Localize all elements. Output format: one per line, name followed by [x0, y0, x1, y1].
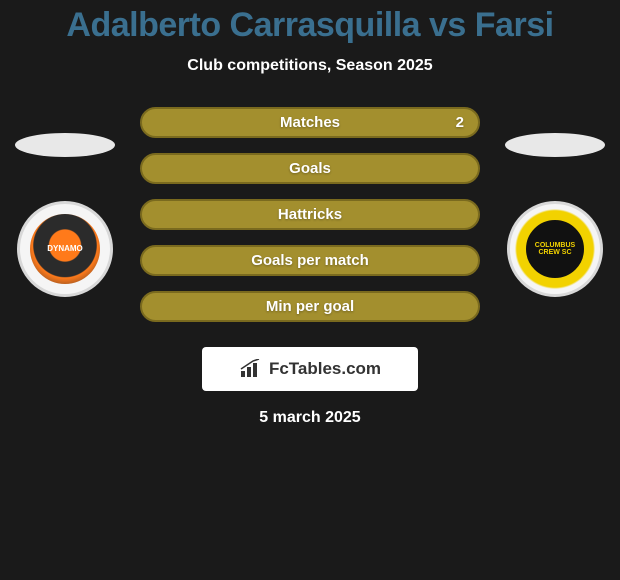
dynamo-badge-icon: DYNAMO	[30, 214, 100, 284]
bar-chart-icon	[239, 359, 263, 379]
stat-label: Hattricks	[278, 206, 342, 223]
stat-label: Goals	[289, 160, 331, 177]
stat-row-min-per-goal: Min per goal	[140, 291, 480, 322]
player-left-silhouette	[15, 133, 115, 157]
player-right-silhouette	[505, 133, 605, 157]
stat-row-goals: Goals	[140, 153, 480, 184]
date-label: 5 march 2025	[0, 409, 620, 427]
club-logo-left: DYNAMO	[17, 201, 113, 297]
comparison-row: DYNAMO Matches 2 Goals Hattricks Goals p…	[0, 107, 620, 322]
stat-label: Matches	[280, 114, 340, 131]
stat-row-goals-per-match: Goals per match	[140, 245, 480, 276]
stat-label: Goals per match	[251, 252, 369, 269]
subtitle: Club competitions, Season 2025	[0, 57, 620, 75]
watermark: FcTables.com	[202, 347, 418, 391]
player-right-column: COLUMBUS CREW SC	[500, 133, 610, 297]
stats-column: Matches 2 Goals Hattricks Goals per matc…	[140, 107, 480, 322]
stat-right-value: 2	[456, 114, 464, 131]
watermark-text: FcTables.com	[269, 359, 381, 379]
player-left-column: DYNAMO	[10, 133, 120, 297]
columbus-crew-badge-icon: COLUMBUS CREW SC	[520, 214, 590, 284]
stat-row-hattricks: Hattricks	[140, 199, 480, 230]
page-title: Adalberto Carrasquilla vs Farsi	[0, 0, 620, 45]
stat-label: Min per goal	[266, 298, 354, 315]
club-logo-right: COLUMBUS CREW SC	[507, 201, 603, 297]
stat-row-matches: Matches 2	[140, 107, 480, 138]
